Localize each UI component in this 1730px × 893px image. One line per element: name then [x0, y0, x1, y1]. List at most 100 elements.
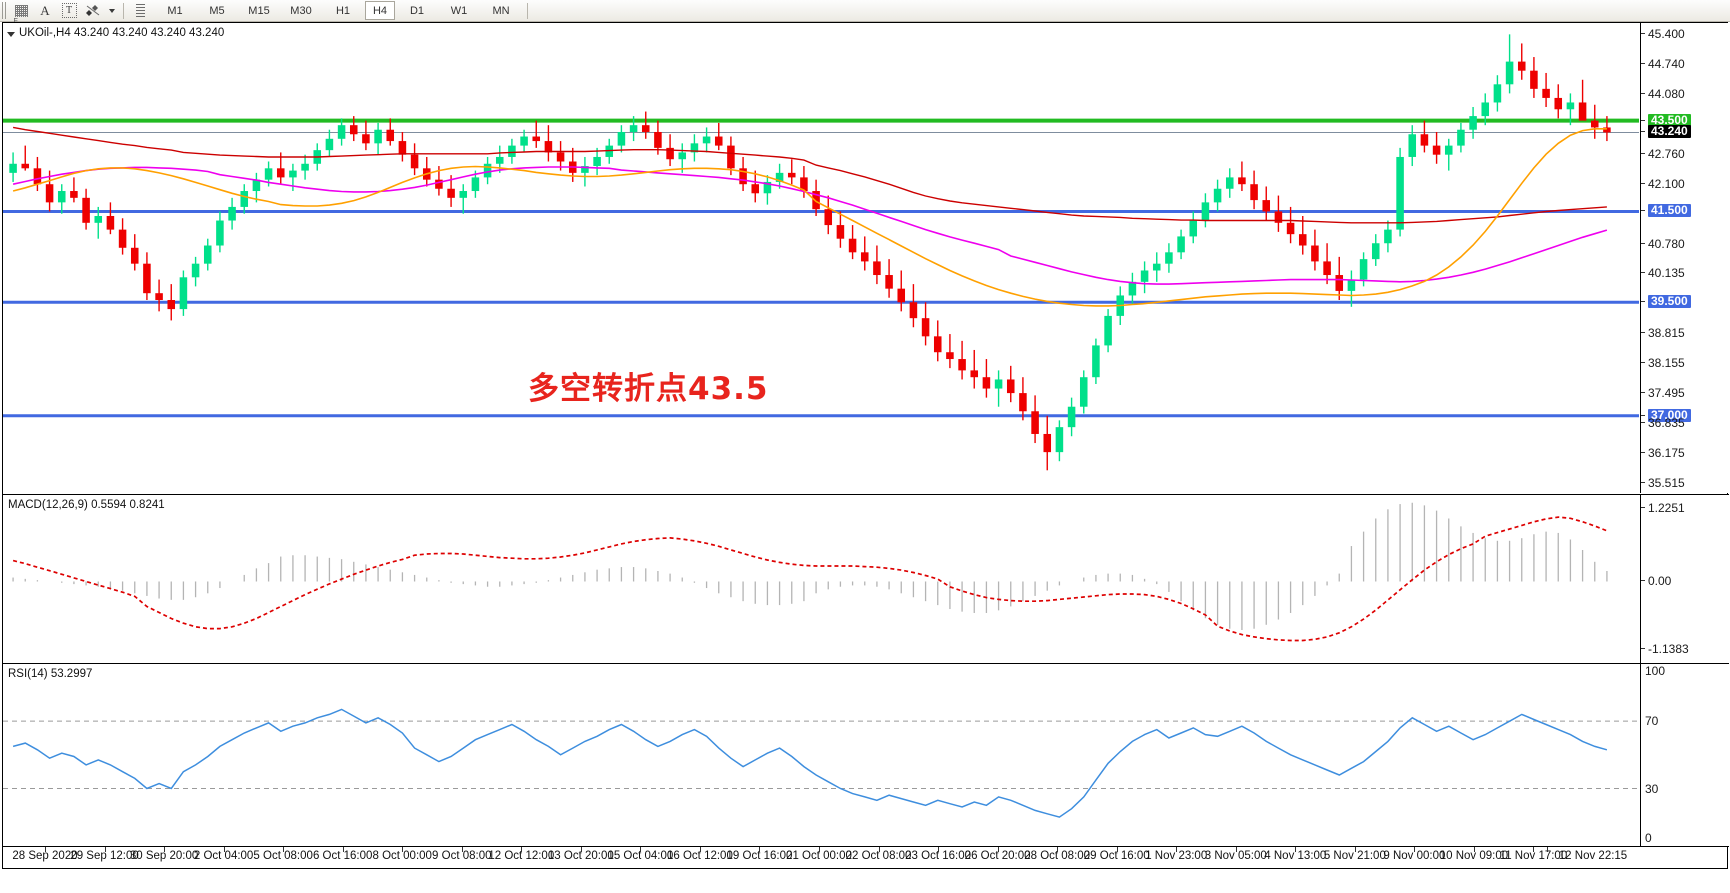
rsi-panel[interactable]: RSI(14) 53.2997 100 70 30 0 [3, 663, 1729, 846]
time-axis-tick [223, 847, 225, 852]
time-axis-tick [164, 847, 166, 852]
timeframe-button-w1[interactable]: W1 [450, 4, 468, 17]
time-axis-tick [1354, 847, 1356, 852]
time-axis-tick [1473, 847, 1475, 852]
price-tick-44-740: 44.740 [1641, 58, 1729, 70]
time-axis-label: 22 Oct 08:00 [845, 850, 912, 862]
time-axis-tick [878, 847, 880, 852]
rsi-tick-70: 70 [1645, 714, 1659, 729]
rsi-tick-100: 100 [1645, 664, 1666, 678]
timeframe-button-m5[interactable]: M5 [209, 4, 225, 17]
timeframe-button-d1[interactable]: D1 [409, 4, 425, 17]
chart-frame: 多空转折点43.5 UKOil-,H4 43.240 43.240 43.240… [2, 22, 1729, 869]
time-axis-tick [1057, 847, 1059, 852]
time-axis-tick [699, 847, 701, 852]
time-axis-tick [1295, 847, 1297, 852]
time-axis-tick [1547, 847, 1548, 852]
price-tick-37-000: 37.000 [1641, 408, 1729, 422]
symbol-ohlc-legend: UKOil-,H4 43.240 43.240 43.240 43.240 [19, 27, 225, 39]
chart-collapse-arrow-icon[interactable] [7, 32, 15, 37]
time-axis[interactable]: 28 Sep 2020 29 Sep 12:00 30 Sep 20:00 2 Oct… [3, 846, 1729, 869]
time-axis-tick [1414, 847, 1416, 852]
candlestick-svg [3, 34, 1639, 471]
chart-annotation-text: 多空转折点43.5 [528, 371, 769, 407]
crosshair-icon[interactable]: F [9, 1, 33, 25]
time-axis-tick [402, 847, 404, 852]
time-axis-label: 11 Nov 17:00 [1499, 850, 1568, 862]
price-tick-44-080: 44.080 [1641, 88, 1729, 100]
rsi-legend: RSI(14) 53.2997 [8, 668, 93, 680]
toolbar-separator [123, 2, 124, 19]
time-axis-tick [521, 847, 523, 852]
price-tick-39-500: 39.500 [1641, 295, 1729, 309]
time-axis-label: 4 Nov 13:00 [1264, 850, 1327, 862]
time-axis-label: 12 Oct 12:00 [488, 850, 555, 862]
price-tick-35-515: 35.515 [1641, 477, 1729, 489]
time-axis-label: 6 Oct 16:00 [312, 850, 373, 862]
objects-icon[interactable] [81, 1, 105, 20]
time-axis-tick [1176, 847, 1178, 852]
price-tick-42-760: 42.760 [1641, 148, 1729, 160]
price-tick-42-100: 42.100 [1641, 178, 1729, 190]
time-axis-label: 29 Oct 16:00 [1083, 850, 1150, 862]
time-axis-tick [640, 847, 642, 852]
price-tick-40-780: 40.780 [1641, 238, 1729, 250]
time-axis-label: 30 Sep 20:00 [129, 850, 199, 862]
time-axis-label: 15 Oct 04:00 [607, 850, 674, 862]
price-panel[interactable]: 多空转折点43.5 UKOil-,H4 43.240 43.240 43.240… [3, 23, 1729, 493]
time-axis-tick [819, 847, 820, 852]
timeframe-bar: M1 M5 M15 M30 H1 H4 D1 W1 MN [155, 1, 521, 20]
price-tick-43-240: 43.240 [1641, 125, 1729, 139]
time-axis-label: 9 Nov 00:00 [1383, 850, 1446, 862]
price-tick-36-175: 36.175 [1641, 447, 1729, 459]
price-plot-area[interactable]: 多空转折点43.5 [3, 23, 1639, 493]
price-tick-38-155: 38.155 [1641, 357, 1729, 369]
time-axis-tick [1235, 847, 1237, 852]
timeframe-button-h1[interactable]: H1 [335, 4, 351, 17]
toolbar-drag-handle[interactable] [2, 2, 8, 19]
time-axis-tick [580, 847, 582, 852]
price-tick-43-500: 43.500 [1641, 113, 1729, 127]
macd-scale: 1.2251 0.00 -1.1383 [1640, 495, 1729, 663]
macd-tick-11383: -1.1383 [1641, 643, 1729, 655]
macd-svg [12, 502, 1608, 642]
time-axis-tick [938, 847, 940, 852]
time-axis-tick [997, 847, 999, 852]
macd-legend: MACD(12,26,9) 0.5594 0.8241 [8, 499, 165, 511]
timeframe-button-mn[interactable]: MN [492, 4, 510, 17]
timeframe-button-m1[interactable]: M1 [167, 4, 183, 17]
price-tick-37-495: 37.495 [1641, 387, 1729, 399]
time-axis-label: 5 Nov 21:00 [1323, 850, 1386, 862]
time-axis-tick [104, 847, 106, 852]
time-axis-tick [1116, 847, 1118, 852]
toolbar-separator-end [527, 2, 528, 19]
macd-panel[interactable]: MACD(12,26,9) 0.5594 0.8241 1.2251 0.00 -1… [3, 494, 1729, 663]
time-axis-label: 13 Oct 20:00 [547, 850, 614, 862]
time-axis-label: 2 Oct 04:00 [193, 850, 254, 862]
price-tick-36-835: 36.835 [1641, 417, 1729, 429]
objects-dropdown-caret-icon[interactable] [105, 1, 119, 20]
time-axis-label: 16 Oct 12:00 [666, 850, 733, 862]
time-axis-label: 10 Nov 09:00 [1439, 850, 1509, 862]
time-axis-label: 26 Oct 20:00 [964, 850, 1031, 862]
time-axis-label: 28 Oct 08:00 [1024, 850, 1091, 862]
price-scale[interactable]: 45.400 44.740 44.080 43.500 43.240 42.760 42.1… [1640, 23, 1729, 493]
time-axis-label: 12 Nov 22:15 [1558, 850, 1628, 862]
time-axis-tick [461, 847, 463, 852]
time-axis-tick [1533, 847, 1535, 852]
timeframe-button-m30[interactable]: M30 [290, 4, 312, 17]
time-axis-label: 19 Oct 16:00 [726, 850, 793, 862]
timeframe-button-h4[interactable]: H4 [365, 1, 395, 20]
rsi-plot-area[interactable] [3, 664, 1639, 846]
periodicity-list-icon[interactable] [128, 1, 152, 20]
time-axis-tick [342, 847, 344, 852]
time-axis-label: 29 Sep 12:00 [70, 850, 139, 862]
price-tick-41-500: 41.500 [1641, 204, 1729, 218]
rsi-tick-0: 0 [1645, 831, 1652, 845]
time-axis-label: 9 Oct 08:00 [432, 850, 492, 862]
timeframe-button-m15[interactable]: M15 [248, 4, 270, 17]
price-tick-40-135: 40.135 [1641, 267, 1729, 279]
text-label-icon[interactable]: T [57, 1, 81, 20]
macd-plot-area[interactable] [3, 495, 1639, 663]
text-tool-icon[interactable]: A [40, 2, 50, 18]
